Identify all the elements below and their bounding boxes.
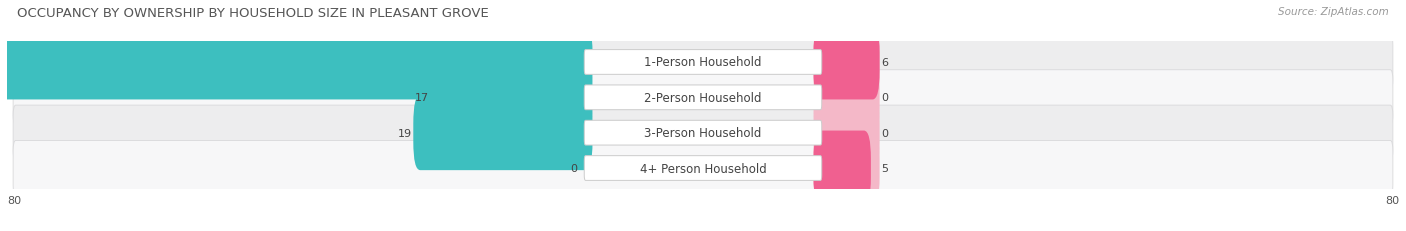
Text: 19: 19 [398, 128, 412, 138]
FancyBboxPatch shape [585, 121, 821, 146]
FancyBboxPatch shape [413, 96, 592, 170]
FancyBboxPatch shape [814, 61, 880, 135]
FancyBboxPatch shape [13, 35, 1393, 90]
Text: 17: 17 [415, 93, 429, 103]
FancyBboxPatch shape [13, 106, 1393, 161]
FancyBboxPatch shape [13, 70, 1393, 125]
FancyBboxPatch shape [430, 61, 592, 135]
Text: 2-Person Household: 2-Person Household [644, 91, 762, 104]
Text: 5: 5 [882, 163, 889, 173]
Text: 3-Person Household: 3-Person Household [644, 127, 762, 140]
FancyBboxPatch shape [814, 25, 880, 100]
Text: 80: 80 [1385, 195, 1399, 205]
FancyBboxPatch shape [585, 156, 821, 181]
FancyBboxPatch shape [13, 141, 1393, 196]
FancyBboxPatch shape [0, 25, 592, 100]
Text: 0: 0 [569, 163, 576, 173]
FancyBboxPatch shape [814, 131, 880, 206]
Text: 4+ Person Household: 4+ Person Household [640, 162, 766, 175]
FancyBboxPatch shape [814, 25, 880, 100]
FancyBboxPatch shape [585, 50, 821, 75]
Text: 6: 6 [882, 58, 889, 68]
Text: Source: ZipAtlas.com: Source: ZipAtlas.com [1278, 7, 1389, 17]
Text: OCCUPANCY BY OWNERSHIP BY HOUSEHOLD SIZE IN PLEASANT GROVE: OCCUPANCY BY OWNERSHIP BY HOUSEHOLD SIZE… [17, 7, 489, 20]
FancyBboxPatch shape [585, 85, 821, 110]
Text: 0: 0 [882, 93, 889, 103]
FancyBboxPatch shape [814, 96, 880, 170]
FancyBboxPatch shape [814, 131, 870, 206]
Text: 0: 0 [882, 128, 889, 138]
Text: 80: 80 [7, 195, 21, 205]
Text: 1-Person Household: 1-Person Household [644, 56, 762, 69]
